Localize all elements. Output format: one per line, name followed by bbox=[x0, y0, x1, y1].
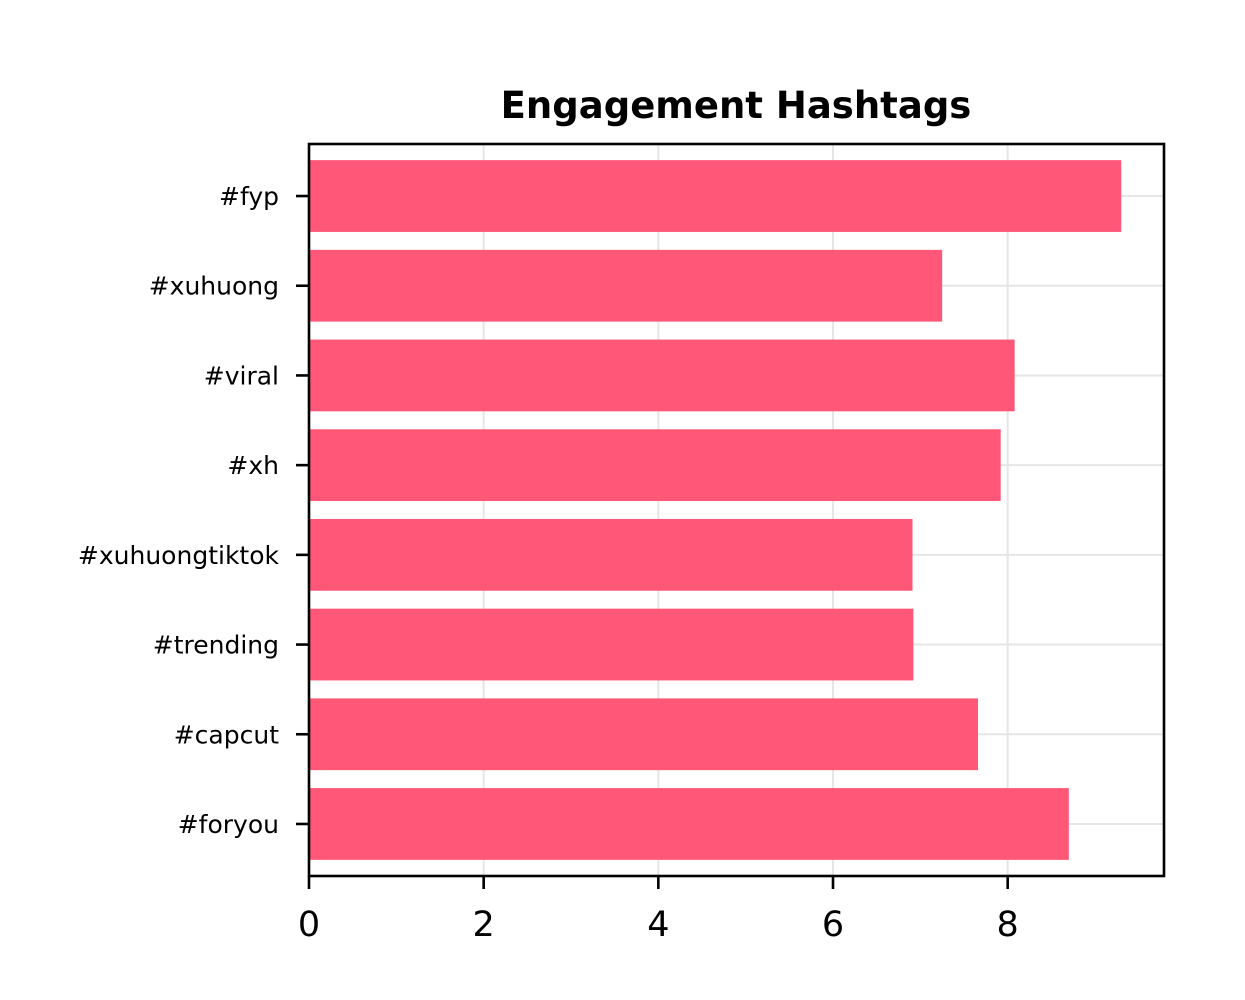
bar-trending bbox=[309, 608, 914, 681]
x-tick-label-4: 4 bbox=[647, 905, 669, 945]
x-tick-label-0: 0 bbox=[298, 905, 320, 945]
y-tick-label-xh: #xh bbox=[227, 451, 279, 480]
x-tick-label-8: 8 bbox=[997, 905, 1019, 945]
y-tick-label-capcut: #capcut bbox=[174, 720, 279, 749]
bar-layer bbox=[309, 160, 1122, 860]
bar-xh bbox=[309, 429, 1001, 502]
bar-capcut bbox=[309, 698, 978, 771]
bar-viral bbox=[309, 339, 1015, 412]
y-tick-label-trending: #trending bbox=[153, 631, 279, 660]
bar-xuhuong bbox=[309, 249, 943, 322]
axis-layer: #fyp #xuhuong #viral #xh #xuhuongtiktok #tren… bbox=[78, 182, 1019, 945]
y-tick-label-viral: #viral bbox=[204, 361, 279, 390]
y-tick-label-xuhuong: #xuhuong bbox=[149, 272, 279, 301]
y-tick-label-foryou: #foryou bbox=[178, 810, 279, 839]
x-tick-label-2: 2 bbox=[473, 905, 495, 945]
plot-frame bbox=[307, 142, 1166, 878]
y-tick-label-fyp: #fyp bbox=[219, 182, 279, 211]
y-tick-label-xuhuongtiktok: #xuhuongtiktok bbox=[78, 541, 280, 570]
bar-xuhuongtiktok bbox=[309, 518, 913, 591]
bar-fyp bbox=[309, 160, 1122, 232]
chart-title: Engagement Hashtags bbox=[501, 84, 972, 127]
bar-foryou bbox=[309, 788, 1069, 860]
x-tick-label-6: 6 bbox=[822, 905, 844, 945]
